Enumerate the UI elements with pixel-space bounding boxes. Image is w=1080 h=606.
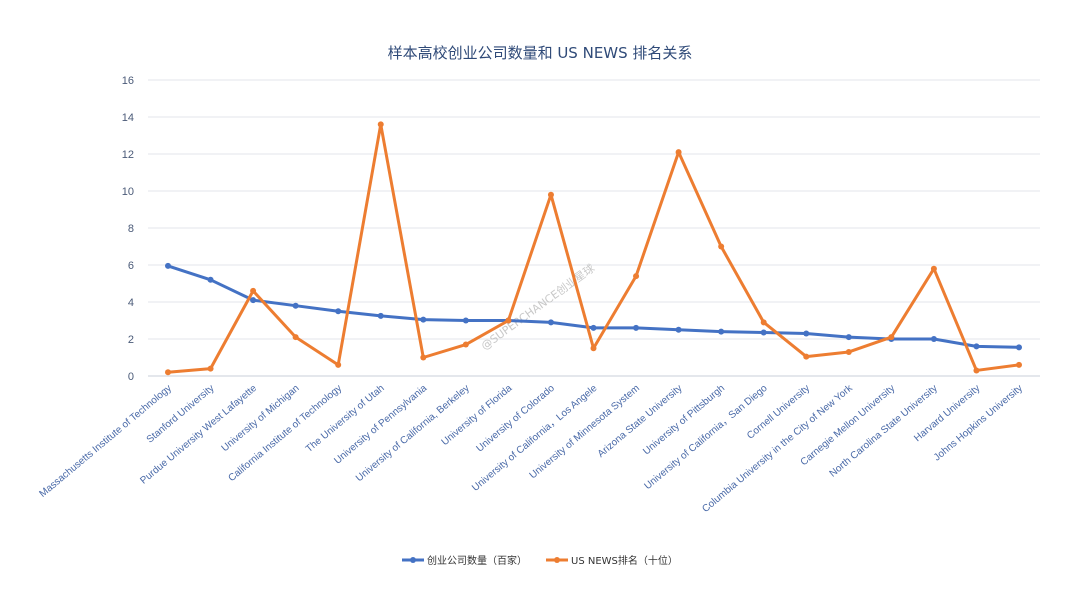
data-point — [888, 334, 895, 341]
series-2 — [165, 121, 1022, 376]
x-tick-label: University of Colorado — [474, 383, 557, 455]
legend-label: US NEWS排名（十位） — [571, 554, 678, 567]
legend-label: 创业公司数量（百家） — [427, 554, 527, 567]
data-point — [803, 330, 810, 337]
x-tick-label: University of Pittsburgh — [641, 383, 727, 458]
y-tick-label: 14 — [122, 112, 134, 124]
x-axis-ticks: Massachusetts Institute of TechnologySta… — [38, 382, 1025, 515]
data-point — [930, 265, 937, 272]
x-tick-label: University of Florida — [440, 383, 515, 449]
data-point — [760, 319, 767, 326]
data-point — [165, 262, 171, 269]
data-point — [250, 297, 257, 304]
data-point — [462, 317, 469, 324]
data-point — [845, 334, 852, 341]
data-point — [973, 367, 980, 374]
data-point — [462, 341, 469, 348]
chart-title: 样本高校创业公司数量和 US NEWS 排名关系 — [388, 44, 693, 62]
legend-item: 创业公司数量（百家） — [402, 554, 527, 567]
y-tick-label: 4 — [128, 297, 134, 309]
data-point — [165, 369, 171, 376]
data-point — [250, 287, 257, 294]
data-point — [335, 361, 342, 368]
data-point — [1016, 361, 1022, 368]
data-point — [930, 336, 937, 342]
data-point — [377, 121, 384, 128]
data-point — [718, 243, 725, 250]
data-point — [292, 302, 299, 309]
series-1 — [165, 262, 1022, 351]
data-point — [590, 324, 597, 331]
data-point — [590, 345, 597, 352]
y-tick-label: 6 — [128, 260, 134, 272]
x-tick-label: Arizona State University — [596, 383, 685, 460]
data-point — [547, 319, 554, 326]
data-point — [207, 276, 214, 283]
x-tick-label: The University of Utah — [304, 383, 387, 455]
y-tick-label: 12 — [122, 149, 134, 161]
y-tick-label: 0 — [128, 371, 134, 383]
gridlines — [148, 79, 1040, 377]
data-point — [207, 365, 214, 372]
y-tick-label: 10 — [122, 186, 134, 198]
data-point — [718, 328, 725, 335]
data-point — [973, 343, 980, 350]
legend-swatch-marker — [410, 557, 416, 563]
data-point — [760, 329, 767, 336]
data-point — [845, 348, 852, 355]
y-tick-label: 2 — [128, 334, 134, 346]
data-point — [420, 354, 427, 361]
data-point — [1016, 344, 1022, 351]
legend-item: US NEWS排名（十位） — [546, 554, 678, 567]
data-point — [420, 316, 427, 323]
data-point — [633, 273, 640, 280]
x-tick-label: University of Michigan — [220, 383, 302, 454]
data-point — [505, 317, 512, 324]
data-point — [675, 326, 682, 333]
x-tick-label: Columbia University in the City of New Y… — [700, 382, 855, 515]
y-tick-label: 8 — [128, 223, 134, 235]
x-tick-label: Johns Hopkins University — [932, 383, 1025, 464]
y-tick-label: 16 — [122, 75, 134, 87]
legend: 创业公司数量（百家） US NEWS排名（十位） — [402, 554, 678, 567]
data-point — [547, 191, 554, 198]
legend-swatch-marker — [554, 557, 560, 563]
data-point — [675, 149, 682, 156]
series-lines — [165, 121, 1022, 376]
data-point — [292, 334, 299, 341]
data-point — [633, 324, 640, 331]
data-point — [377, 312, 384, 319]
data-point — [803, 353, 810, 360]
y-axis-ticks: 0 2 4 6 8 10 12 14 16 — [122, 75, 134, 383]
data-point — [335, 308, 342, 315]
